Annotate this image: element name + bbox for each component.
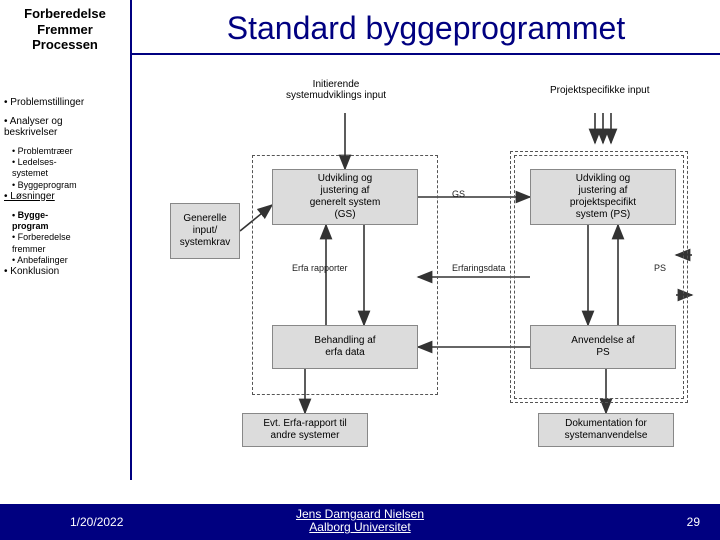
- box-gs_dev: Udvikling ogjustering afgenerelt system(…: [272, 169, 418, 225]
- footer-date: 1/20/2022: [70, 515, 123, 529]
- box-ext_erfa: Evt. Erfa-rapport tilandre systemer: [242, 413, 368, 447]
- footer-author-l2: Aalborg Universitet: [309, 520, 410, 534]
- sidebar: Forberedelse Fremmer Processen • Problem…: [0, 0, 132, 480]
- sidebar-title-l3: Processen: [4, 37, 126, 53]
- nav-sub: • Bygge- program• Forberedelse fremmer• …: [12, 210, 126, 266]
- sidebar-title: Forberedelse Fremmer Processen: [4, 6, 126, 53]
- box-doc: Dokumentation forsystemanvendelse: [538, 413, 674, 447]
- nav-item[interactable]: • Problemstillinger: [4, 97, 126, 108]
- sidebar-title-l2: Fremmer: [4, 22, 126, 38]
- sidebar-nav: • Problemstillinger • Analyser og beskriv…: [4, 97, 126, 277]
- top-right-label: Projektspecifikke input: [550, 85, 650, 96]
- nav-sub: • Problemtræer• Ledelses- systemet• Bygg…: [12, 146, 126, 191]
- sidebar-title-l1: Forberedelse: [4, 6, 126, 22]
- footer-author-l1: Jens Damgaard Nielsen: [296, 507, 424, 521]
- nav-item[interactable]: • Løsninger: [4, 191, 126, 202]
- box-gen_input: Generelleinput/systemkrav: [170, 203, 240, 259]
- top-left-label: Initierendesystemudviklings input: [286, 79, 386, 101]
- box-ps_dev: Udvikling ogjustering afprojektspecifikt…: [530, 169, 676, 225]
- nav-item[interactable]: • Konklusion: [4, 266, 126, 277]
- edge-label-ps: PS: [654, 263, 666, 273]
- slide-title: Standard byggeprogrammet: [132, 0, 720, 55]
- flow-diagram: Initierendesystemudviklings input Projek…: [156, 65, 696, 455]
- box-erfa_beh: Behandling aferfa data: [272, 325, 418, 369]
- nav-item[interactable]: • Analyser og beskrivelser: [4, 116, 126, 138]
- footer-author: Jens Damgaard Nielsen Aalborg Universite…: [296, 508, 424, 534]
- main-area: Standard byggeprogrammet Initierendesyst…: [132, 0, 720, 480]
- box-ps_use: Anvendelse afPS: [530, 325, 676, 369]
- edge-label-erfa_rap: Erfa rapporter: [292, 263, 348, 273]
- edge-label-erfa_dat: Erfaringsdata: [452, 263, 506, 273]
- footer: 1/20/2022 Jens Damgaard Nielsen Aalborg …: [0, 504, 720, 540]
- edge-label-gs: GS: [452, 189, 465, 199]
- footer-page: 29: [687, 515, 700, 529]
